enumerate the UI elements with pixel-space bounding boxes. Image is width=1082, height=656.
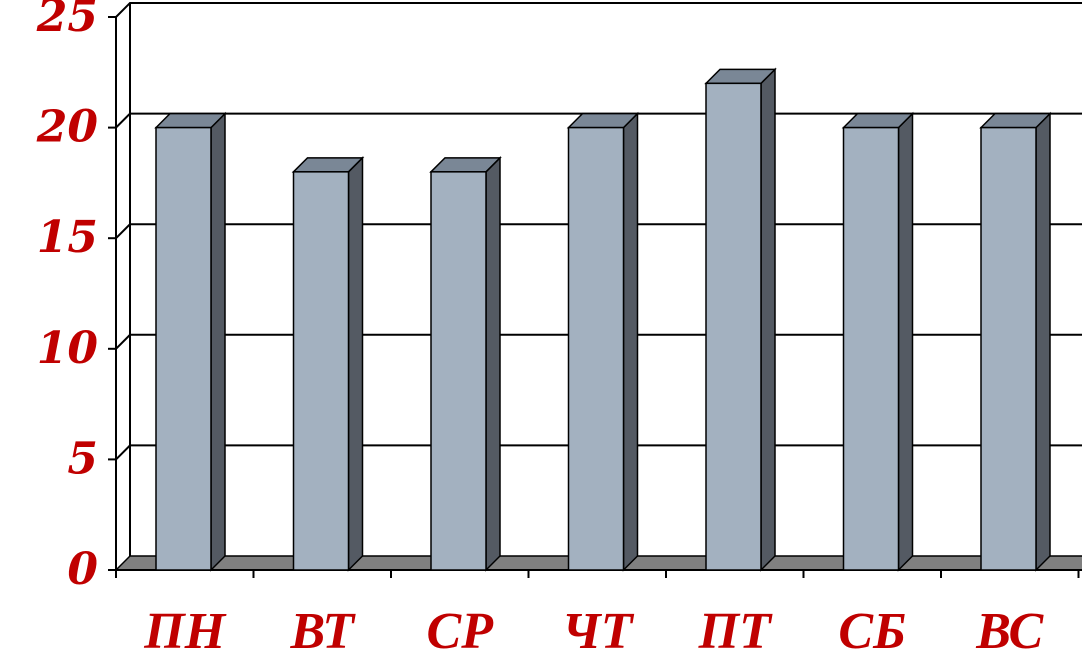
bar-side [760, 67, 776, 572]
x-axis-ticks: ПН ВТ СР ЧТ ПТ СБ ВС [115, 570, 1080, 656]
bar-front [842, 126, 900, 571]
y-tick-label: 25 [36, 0, 98, 42]
bar-side [622, 111, 639, 572]
x-tick-label: ЧТ [562, 603, 635, 656]
bar [291, 156, 365, 572]
gridline [115, 2, 1082, 18]
bar [841, 111, 915, 572]
bar-front [430, 171, 487, 571]
bar [704, 67, 777, 572]
bar-side [1035, 111, 1051, 572]
y-tick-label: 15 [37, 212, 98, 263]
x-tick-label: СР [427, 603, 495, 656]
y-tick-label: 20 [36, 102, 99, 153]
bar-front [567, 126, 625, 571]
bar [154, 111, 227, 572]
x-tick-label: ВТ [290, 603, 357, 656]
y-tick-label: 0 [67, 544, 98, 595]
x-tick-label: ПТ [698, 603, 773, 656]
x-tick-label: СБ [838, 603, 906, 656]
bar [979, 111, 1052, 572]
y-tick-label: 5 [67, 433, 98, 484]
bar [566, 111, 640, 572]
bars [154, 67, 1052, 572]
bar-side [347, 156, 364, 572]
bar-side [485, 156, 501, 572]
bar-front [155, 126, 212, 571]
y-axis-ticks: 0 5 10 15 20 25 [36, 0, 116, 595]
bar-front [292, 171, 350, 571]
bar-front [705, 82, 762, 571]
x-tick-label: ВС [975, 603, 1044, 656]
bar-side [210, 111, 226, 572]
bar [429, 156, 502, 572]
y-tick-label: 10 [37, 323, 99, 374]
x-tick-label: ПН [143, 603, 226, 656]
bar-side [897, 111, 914, 572]
bar-front [980, 126, 1037, 571]
